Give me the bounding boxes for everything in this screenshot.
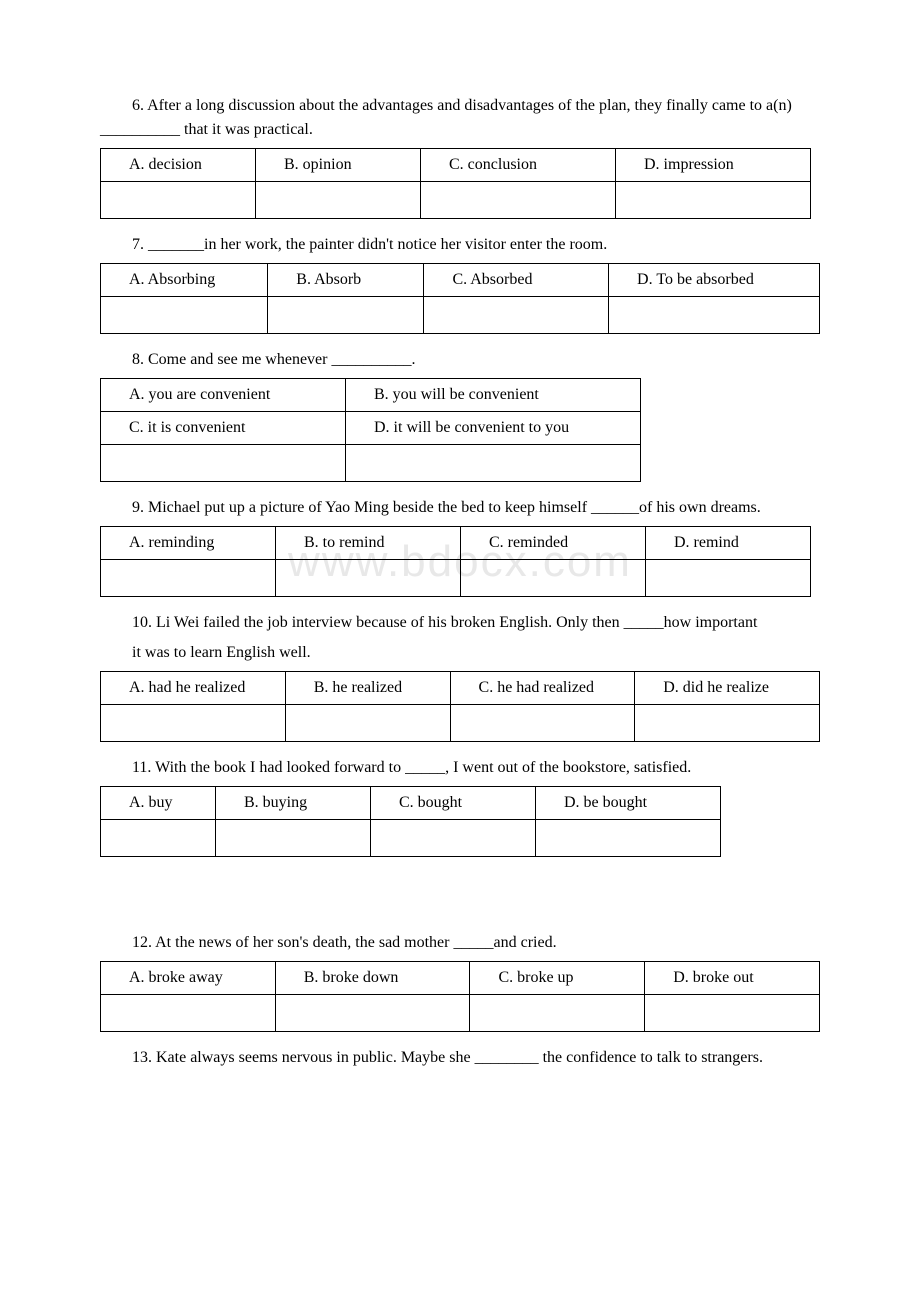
q8-opt-b: B. you will be convenient (346, 379, 641, 412)
vertical-gap (100, 867, 820, 917)
watermark-wrapper: www.bdocx.com A. reminding B. to remind … (100, 526, 820, 597)
question-12-text: 12. At the news of her son's death, the … (100, 931, 820, 955)
question-11-text: 11. With the book I had looked forward t… (100, 756, 820, 780)
question-6-text: 6. After a long discussion about the adv… (100, 94, 820, 142)
question-9-text: 9. Michael put up a picture of Yao Ming … (100, 496, 820, 520)
question-9-options: A. reminding B. to remind C. reminded D.… (100, 526, 811, 597)
q11-opt-d: D. be bought (536, 787, 721, 820)
q9-opt-d: D. remind (646, 527, 811, 560)
q10-opt-b: B. he realized (285, 672, 450, 705)
q12-opt-c: C. broke up (470, 962, 645, 995)
q6-opt-b: B. opinion (256, 149, 421, 182)
q11-opt-a: A. buy (101, 787, 216, 820)
question-10-options: A. had he realized B. he realized C. he … (100, 671, 820, 742)
q9-opt-a: A. reminding (101, 527, 276, 560)
q8-opt-d: D. it will be convenient to you (346, 412, 641, 445)
question-11-options: A. buy B. buying C. bought D. be bought (100, 786, 721, 857)
q6-opt-c: C. conclusion (421, 149, 616, 182)
q12-opt-b: B. broke down (275, 962, 470, 995)
q6-opt-d: D. impression (616, 149, 811, 182)
q10-opt-c: C. he had realized (450, 672, 635, 705)
q7-opt-b: B. Absorb (268, 264, 424, 297)
q8-opt-a: A. you are convenient (101, 379, 346, 412)
q8-opt-c: C. it is convenient (101, 412, 346, 445)
q10-opt-a: A. had he realized (101, 672, 286, 705)
question-10-text: 10. Li Wei failed the job interview beca… (100, 611, 820, 635)
q7-opt-d: D. To be absorbed (609, 264, 820, 297)
q12-opt-a: A. broke away (101, 962, 276, 995)
q10-opt-d: D. did he realize (635, 672, 820, 705)
question-12-options: A. broke away B. broke down C. broke up … (100, 961, 820, 1032)
q7-opt-c: C. Absorbed (424, 264, 609, 297)
question-10-subtext: it was to learn English well. (100, 641, 820, 665)
q9-opt-b: B. to remind (276, 527, 461, 560)
question-8-options: A. you are convenient B. you will be con… (100, 378, 641, 482)
question-13-text: 13. Kate always seems nervous in public.… (100, 1046, 820, 1070)
q7-opt-a: A. Absorbing (101, 264, 268, 297)
question-7-options: A. Absorbing B. Absorb C. Absorbed D. To… (100, 263, 820, 334)
q12-opt-d: D. broke out (645, 962, 820, 995)
q6-opt-a: A. decision (101, 149, 256, 182)
question-7-text: 7. _______in her work, the painter didn'… (100, 233, 820, 257)
question-6-options: A. decision B. opinion C. conclusion D. … (100, 148, 811, 219)
question-8-text: 8. Come and see me whenever __________. (100, 348, 820, 372)
q11-opt-c: C. bought (371, 787, 536, 820)
q11-opt-b: B. buying (216, 787, 371, 820)
q9-opt-c: C. reminded (461, 527, 646, 560)
